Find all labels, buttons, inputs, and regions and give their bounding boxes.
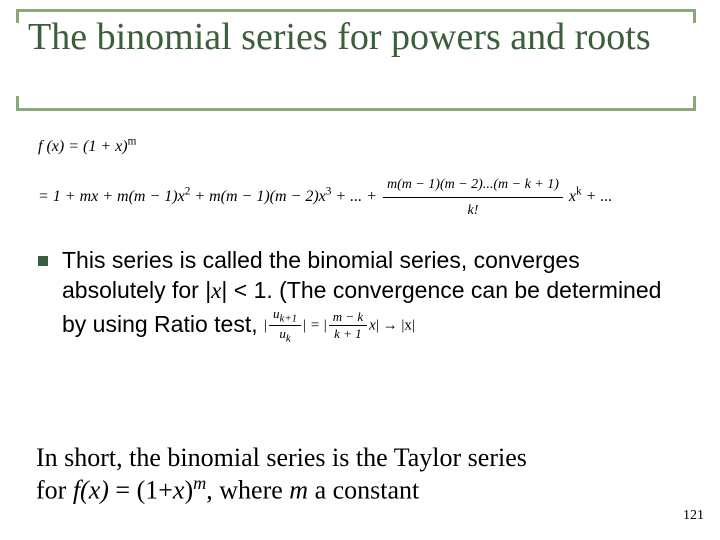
formula-expansion-post: xk + ... xyxy=(565,188,613,205)
summary-exp: m xyxy=(193,473,206,493)
formula-expansion-pre: = 1 + mx + m(m − 1)x2 + m(m − 1)(m − 2)x… xyxy=(38,188,381,205)
bullet-var-x: x xyxy=(211,278,221,303)
summary-fx: f(x) xyxy=(73,476,109,505)
title-tick-right xyxy=(693,9,696,23)
title-tick-br xyxy=(693,96,696,110)
formula-fx: f (x) = (1 + x)m xyxy=(38,138,136,155)
bullet-item: This series is called the binomial serie… xyxy=(38,246,680,346)
summary-eq: = (1+ xyxy=(109,476,173,505)
summary-close: ) xyxy=(184,476,193,505)
bullet-marker-icon xyxy=(38,256,48,266)
formula-line-1: f (x) = (1 + x)m xyxy=(38,132,612,162)
summary-line2-pre: for xyxy=(36,476,73,505)
page-number: 121 xyxy=(683,508,704,524)
title-tick-left xyxy=(16,9,19,23)
summary-x: x xyxy=(173,476,185,505)
frac-den: k! xyxy=(383,198,563,223)
title-tick-bl xyxy=(16,96,19,110)
slide-title: The binomial series for powers and roots xyxy=(28,8,692,60)
summary-line1: In short, the binomial series is the Tay… xyxy=(36,443,527,472)
summary-m: m xyxy=(289,476,308,505)
summary-text: In short, the binomial series is the Tay… xyxy=(36,442,660,506)
formula-line-2: = 1 + mx + m(m − 1)x2 + m(m − 1)(m − 2)x… xyxy=(38,172,612,223)
summary-post: , where xyxy=(206,476,289,505)
ratio-test-expr: |uk+1uk| = |m − kk + 1x| → |x| xyxy=(264,306,415,346)
formula-block: f (x) = (1 + x)m = 1 + mx + m(m − 1)x2 +… xyxy=(38,132,612,224)
title-underline xyxy=(16,108,696,111)
formula-frac: m(m − 1)(m − 2)...(m − k + 1)k! xyxy=(383,172,563,223)
bullet-text: This series is called the binomial serie… xyxy=(62,246,680,346)
summary-tail: a constant xyxy=(308,476,419,505)
frac-num: m(m − 1)(m − 2)...(m − k + 1) xyxy=(383,172,563,198)
